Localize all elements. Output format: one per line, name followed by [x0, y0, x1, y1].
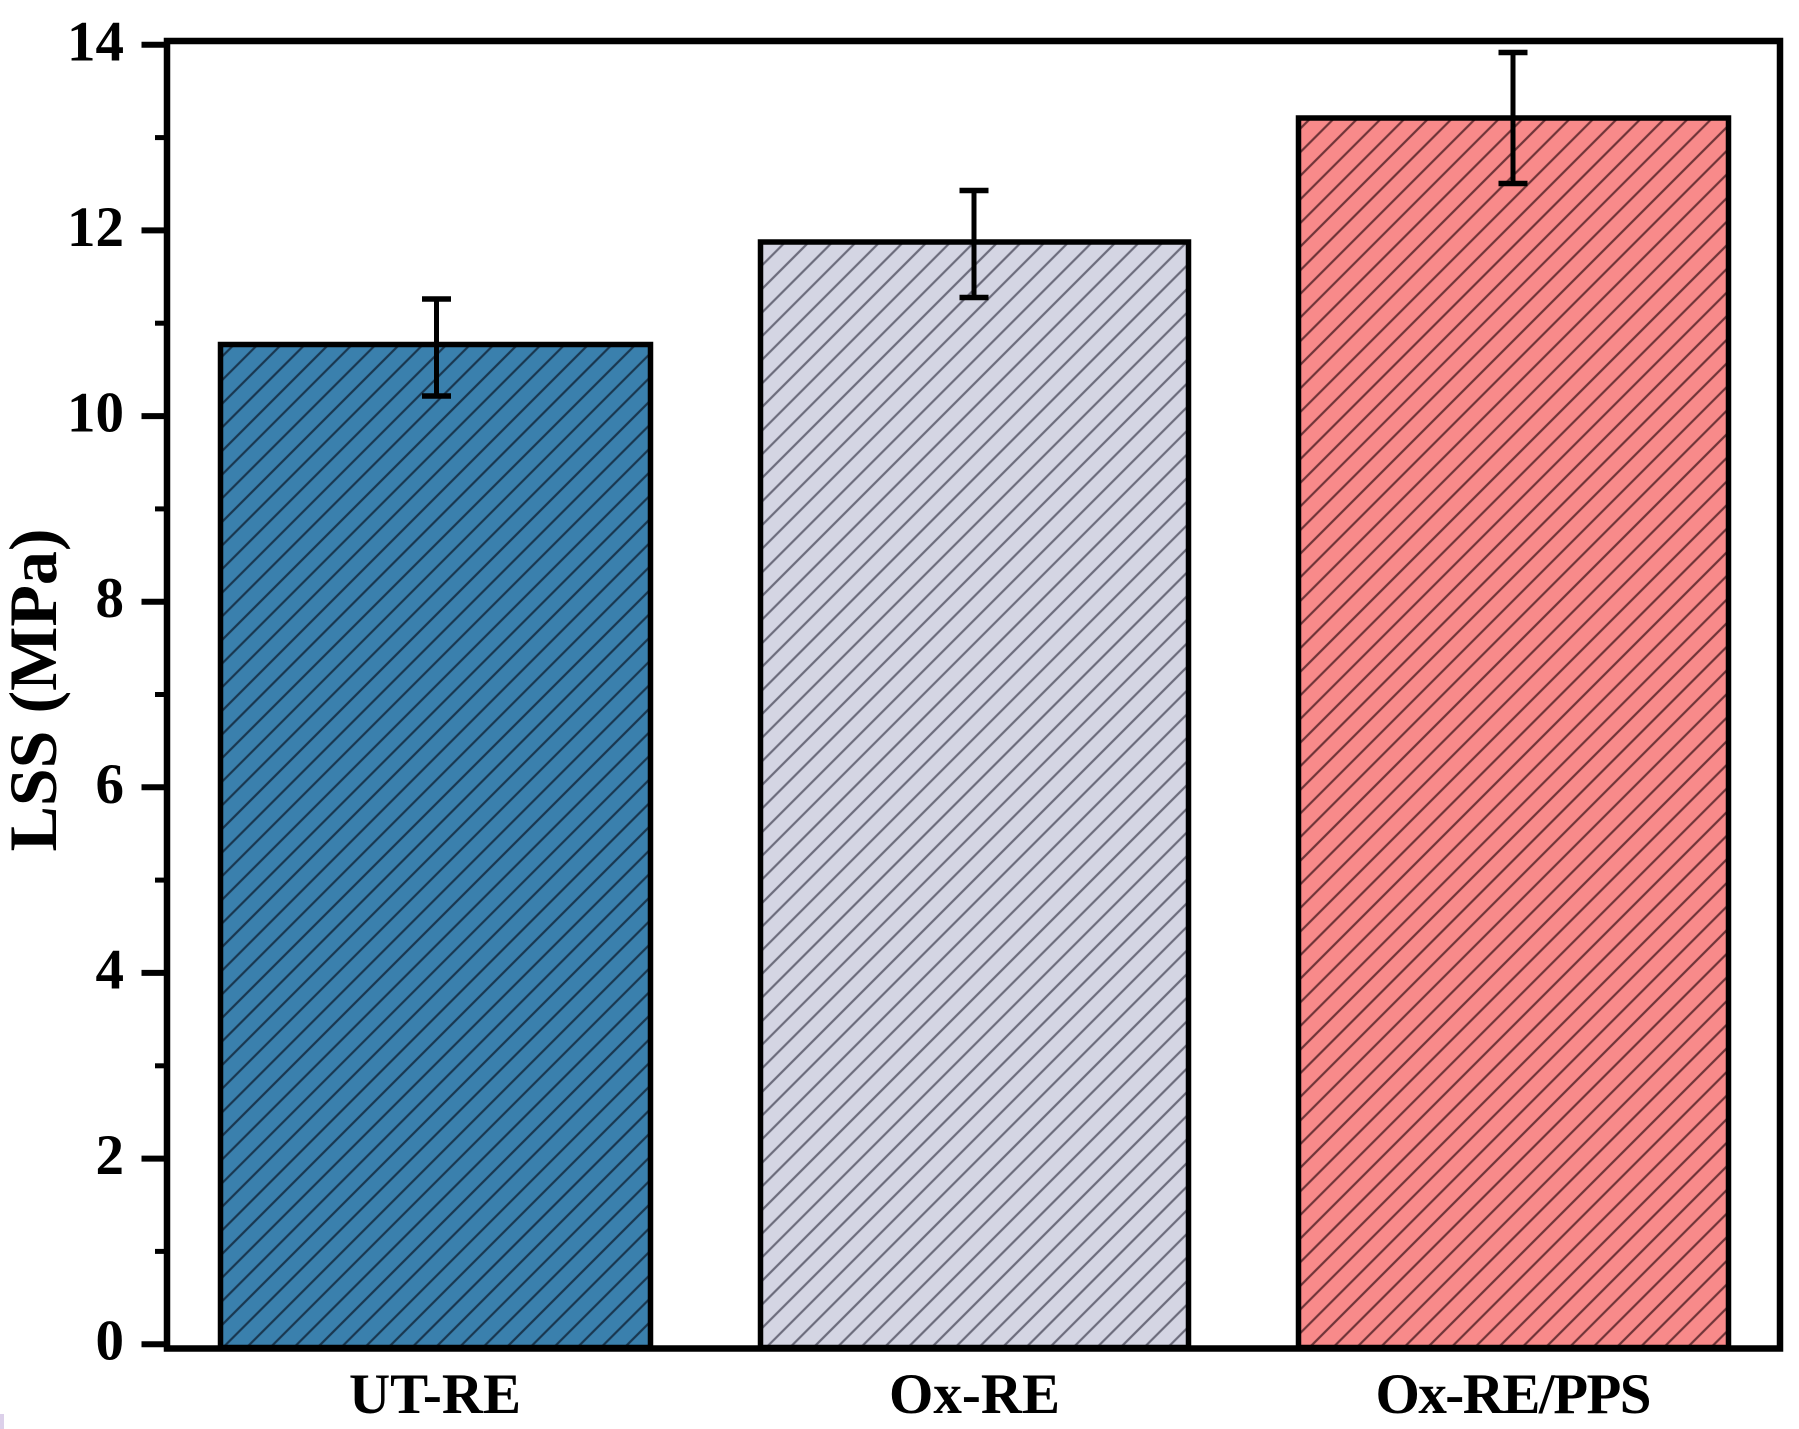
svg-text:8: 8: [96, 567, 125, 630]
svg-text:12: 12: [67, 196, 124, 259]
svg-text:UT-RE: UT-RE: [349, 1363, 521, 1426]
svg-text:6: 6: [96, 753, 125, 816]
svg-text:2: 2: [96, 1124, 125, 1187]
svg-text:Ox-RE: Ox-RE: [889, 1363, 1060, 1426]
svg-text:LSS (MPa): LSS (MPa): [0, 529, 71, 852]
svg-text:Ox-RE/PPS: Ox-RE/PPS: [1376, 1363, 1652, 1426]
svg-text:0: 0: [96, 1310, 125, 1373]
svg-text:4: 4: [96, 938, 125, 1001]
svg-text:10: 10: [67, 382, 124, 445]
svg-text:14: 14: [67, 10, 124, 73]
